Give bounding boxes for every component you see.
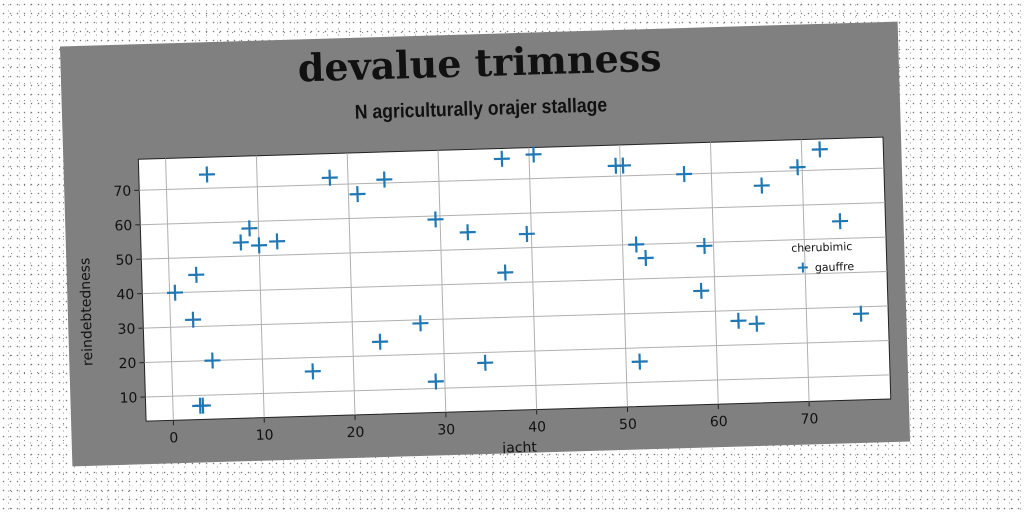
- data-point-plus-marker: [789, 159, 806, 176]
- data-point-plus-marker: [459, 224, 476, 241]
- data-point-plus-marker: [349, 186, 366, 203]
- y-grid-line: [142, 271, 888, 295]
- data-point-plus-marker: [518, 225, 535, 242]
- legend-marker-icon: [797, 262, 808, 273]
- legend-title: cherubimic: [791, 240, 852, 255]
- y-grid-line: [140, 202, 885, 226]
- x-tick-label: 40: [528, 419, 546, 436]
- y-tick-label: 40: [116, 287, 134, 304]
- legend-entry-label: gauffre: [815, 260, 855, 274]
- x-grid-line: [437, 150, 447, 413]
- x-grid-line: [346, 153, 356, 415]
- x-grid-line: [165, 158, 174, 421]
- x-axis-label: jacht: [501, 440, 537, 457]
- y-tick-label: 70: [113, 184, 131, 201]
- data-point-plus-marker: [412, 315, 429, 332]
- data-point-plus-marker: [427, 373, 444, 390]
- data-point-plus-marker: [631, 353, 648, 370]
- data-point-plus-marker: [693, 282, 710, 299]
- x-tick-label: 30: [437, 422, 455, 439]
- x-grid-line: [255, 155, 265, 418]
- data-point-plus-marker: [614, 157, 632, 174]
- data-point-plus-marker: [376, 171, 393, 188]
- x-grid-line: [800, 139, 810, 402]
- data-point-plus-marker: [477, 354, 494, 371]
- x-tick-label: 20: [346, 425, 364, 442]
- data-point-plus-marker: [269, 233, 286, 250]
- y-tick-label: 60: [114, 218, 132, 235]
- y-grid-line: [145, 374, 891, 398]
- data-points: [166, 141, 870, 414]
- data-point-plus-marker: [427, 211, 444, 228]
- legend: cherubimic gauffre: [791, 240, 855, 274]
- data-point-plus-marker: [832, 213, 849, 230]
- x-tick-label: 10: [256, 427, 274, 444]
- data-point-plus-marker: [730, 312, 747, 329]
- data-point-plus-marker: [194, 397, 211, 414]
- y-tick-label: 20: [118, 356, 136, 373]
- y-axis-label: reindebtedness: [77, 257, 96, 366]
- chart-figure: devalue trimness N agriculturally orajer…: [59, 21, 911, 467]
- data-point-plus-marker: [188, 266, 205, 283]
- data-point-plus-marker: [166, 284, 184, 301]
- y-tick-label: 10: [119, 390, 137, 407]
- y-tick-label: 50: [115, 252, 133, 269]
- y-grid-line: [144, 339, 890, 364]
- data-point-plus-marker: [304, 363, 321, 380]
- x-grid-line: [709, 142, 719, 405]
- x-tick-label: 60: [710, 414, 728, 431]
- data-point-plus-marker: [525, 146, 542, 163]
- data-point-plus-marker: [185, 311, 202, 328]
- y-tick-label: 30: [117, 321, 135, 338]
- data-point-plus-marker: [321, 169, 338, 186]
- grid-lines: [139, 139, 891, 421]
- x-tick-label: 50: [619, 417, 637, 434]
- data-point-plus-marker: [497, 264, 514, 281]
- data-point-plus-marker: [676, 166, 693, 183]
- data-point-plus-marker: [372, 333, 389, 350]
- data-point-plus-marker: [232, 234, 249, 251]
- data-point-plus-marker: [493, 150, 510, 167]
- x-grid-line: [528, 147, 538, 410]
- data-point-plus-marker: [748, 315, 765, 332]
- data-point-plus-marker: [628, 236, 645, 253]
- legend-plus-marker: [797, 262, 808, 273]
- data-point-plus-marker: [696, 237, 713, 254]
- x-tick-label: 0: [169, 430, 178, 446]
- x-tick-label: 70: [800, 411, 818, 428]
- x-grid-line: [619, 144, 628, 407]
- data-point-plus-marker: [198, 166, 215, 183]
- scatter-plot: 0 10 20 30 40 50 60 70 10 20 30 40 50 60 70 jacht rein…: [77, 136, 892, 457]
- y-grid-line: [141, 236, 886, 260]
- y-grid-line: [139, 167, 884, 191]
- data-point-plus-marker: [251, 237, 268, 254]
- data-point-plus-marker: [753, 177, 770, 194]
- y-grid-line: [143, 305, 889, 329]
- axis-ticks: 0 10 20 30 40 50 60 70 10 20 30 40 50 60 70: [113, 184, 818, 447]
- data-point-plus-marker: [811, 141, 828, 158]
- data-point-plus-marker: [852, 305, 870, 322]
- data-point-plus-marker: [637, 249, 654, 267]
- data-point-plus-marker: [241, 220, 258, 237]
- data-point-plus-marker: [204, 352, 221, 369]
